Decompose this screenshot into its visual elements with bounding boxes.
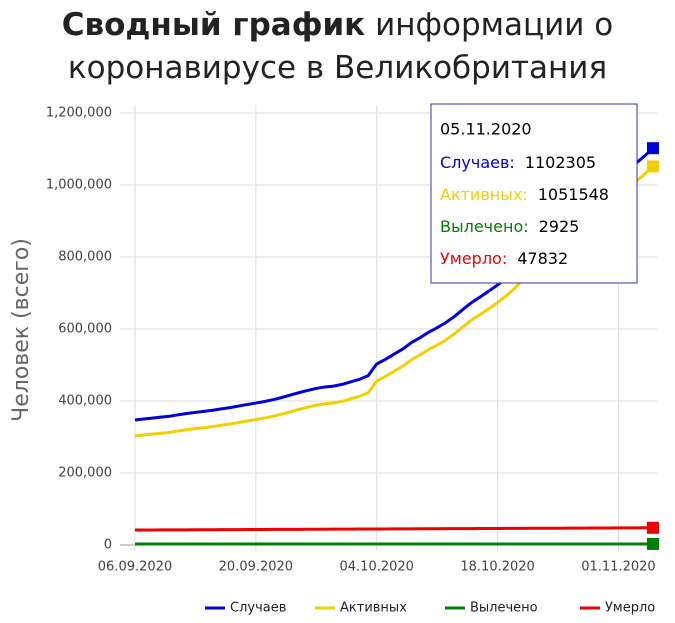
tooltip-label: Вылечено: xyxy=(440,217,529,236)
x-tick-label: 04.10.2020 xyxy=(340,560,414,575)
legend-label: Вылечено xyxy=(470,601,538,616)
title: Сводный график информации о коронавирусе… xyxy=(43,4,633,90)
y-tick-label: 400,000 xyxy=(58,394,112,409)
end-marker xyxy=(647,537,659,550)
tooltip-label: Случаев: xyxy=(440,153,515,172)
tooltip-label: Активных: xyxy=(440,185,528,204)
legend-label: Умерло xyxy=(605,601,655,616)
tooltip-row: Вылечено: 2925 xyxy=(440,217,579,236)
title-bold: Сводный график xyxy=(61,7,366,43)
legend-label: Активных xyxy=(340,601,407,616)
y-tick-label: 1,000,000 xyxy=(46,178,112,193)
y-tick-label: 800,000 xyxy=(58,250,112,265)
end-marker xyxy=(647,160,659,173)
tooltip-value: 1051548 xyxy=(538,185,609,204)
end-marker xyxy=(647,142,659,155)
y-tick-label: 1,200,000 xyxy=(46,106,112,121)
tooltip-label: Умерло: xyxy=(440,249,507,268)
tooltip-row: Активных: 1051548 xyxy=(440,185,609,204)
series-line xyxy=(134,526,654,532)
tooltip-value: 47832 xyxy=(517,249,568,268)
tooltip-row: Случаев: 1102305 xyxy=(440,153,596,172)
title-rest: информации о коронавирусе в Великобритан… xyxy=(67,7,614,86)
x-tick-label: 01.11.2020 xyxy=(581,560,655,575)
tooltip-box xyxy=(430,103,638,284)
y-tick-label: 200,000 xyxy=(58,466,112,481)
end-marker xyxy=(647,521,659,534)
tooltip-row: Умерло: 47832 xyxy=(440,249,568,268)
y-tick-label: 0 xyxy=(104,538,112,553)
tooltip-value: 1102305 xyxy=(525,153,596,172)
x-tick-label: 18.10.2020 xyxy=(460,560,534,575)
tooltip-value: 2925 xyxy=(539,217,580,236)
y-tick-label: 600,000 xyxy=(58,322,112,337)
x-tick-label: 06.09.2020 xyxy=(98,560,172,575)
y-axis-label: Человек (всего) xyxy=(9,238,34,422)
legend-label: Случаев xyxy=(230,601,286,616)
tooltip-date: 05.11.2020 xyxy=(440,120,532,139)
title-box: Сводный график информации о коронавирусе… xyxy=(0,4,675,90)
x-tick-label: 20.09.2020 xyxy=(219,560,293,575)
